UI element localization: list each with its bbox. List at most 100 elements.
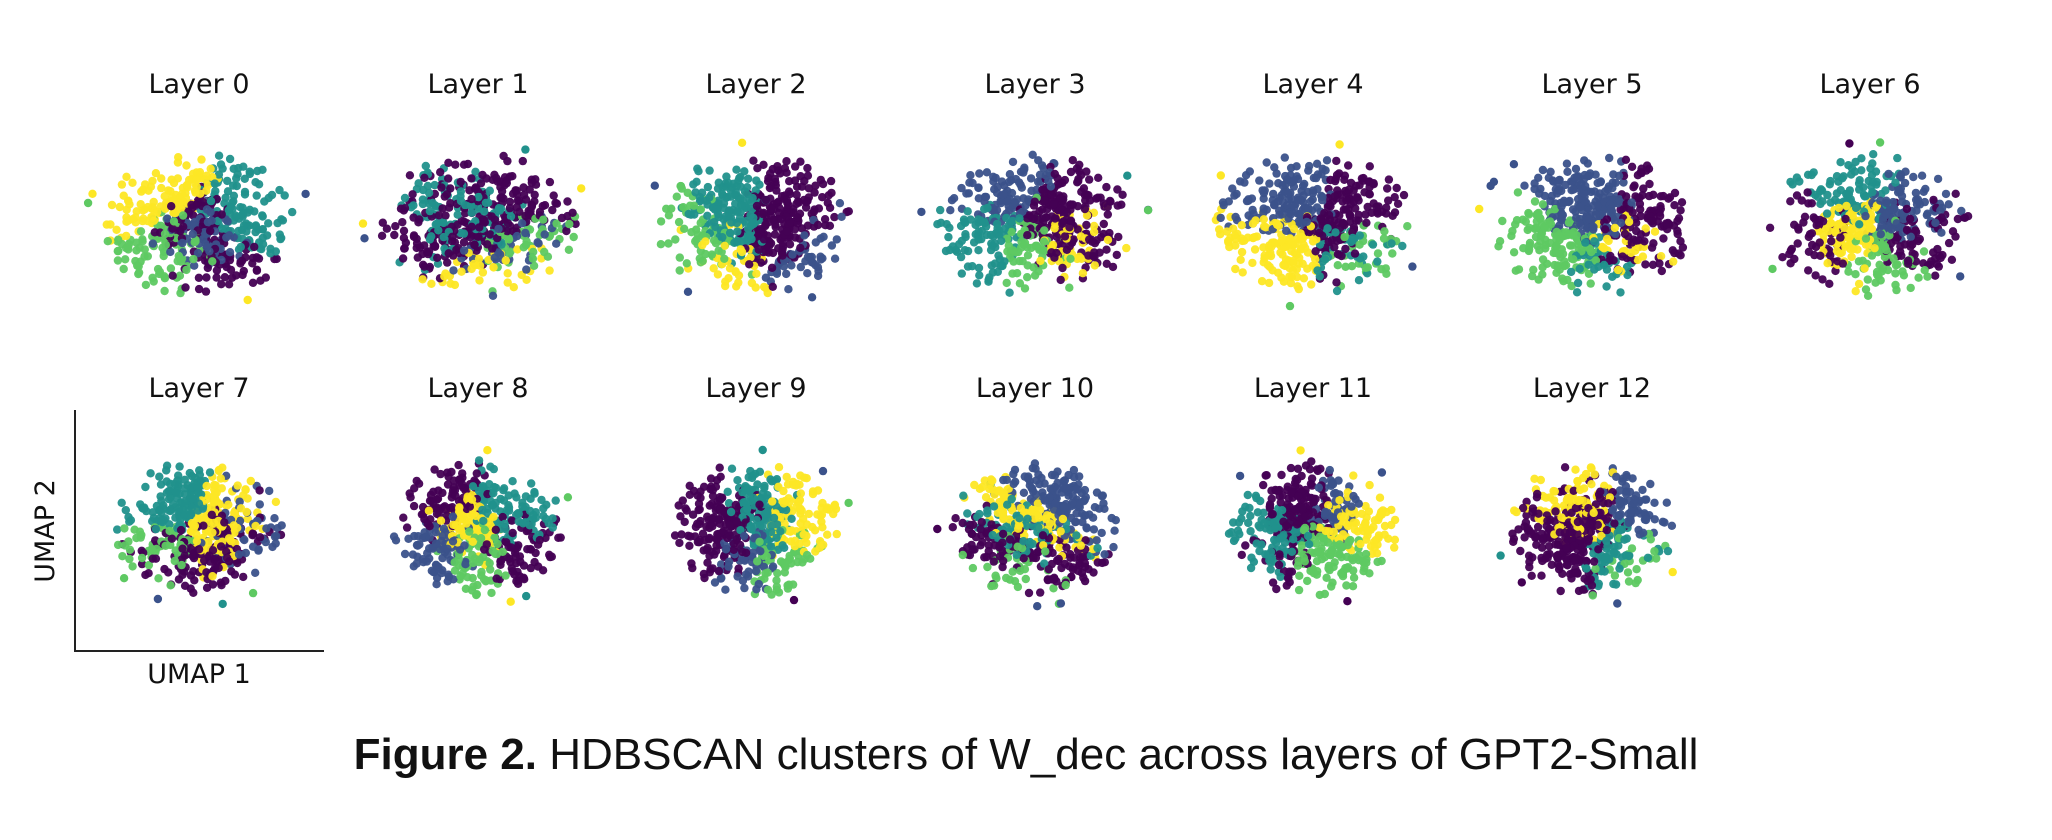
scatter-point — [180, 551, 189, 560]
scatter-point — [1026, 174, 1036, 183]
scatter-point — [667, 204, 676, 213]
scatter-point — [1393, 199, 1403, 208]
scatter-point — [1280, 153, 1290, 162]
scatter-point — [153, 264, 163, 274]
scatter-point — [703, 182, 713, 192]
scatter-point — [258, 212, 267, 221]
scatter-point — [439, 232, 448, 242]
scatter-point — [465, 527, 474, 536]
scatter-point — [1877, 221, 1886, 231]
scatter-point — [724, 274, 733, 283]
scatter-point — [1906, 283, 1915, 293]
scatter-point — [149, 216, 159, 225]
scatter-point — [1216, 213, 1225, 223]
scatter-point — [166, 581, 175, 590]
scatter-point — [432, 573, 442, 583]
scatter-point — [1538, 263, 1547, 272]
scatter-point — [1668, 246, 1678, 255]
scatter-point — [1038, 185, 1047, 195]
scatter-point — [1299, 197, 1308, 207]
scatter-point — [1290, 224, 1299, 234]
scatter-point — [981, 192, 991, 202]
scatter-point — [724, 499, 734, 508]
scatter-point — [1346, 211, 1355, 220]
scatter-point — [1062, 245, 1072, 254]
scatter-point — [468, 537, 477, 546]
scatter-point — [1023, 214, 1032, 223]
scatter-point — [1290, 202, 1299, 211]
scatter-point — [1302, 217, 1311, 227]
scatter-point — [749, 156, 758, 165]
scatter-point — [774, 208, 784, 218]
scatter-point — [522, 265, 531, 274]
scatter-point — [1863, 275, 1873, 284]
scatter-point — [962, 189, 971, 198]
scatter-point — [467, 495, 477, 504]
scatter-point — [1538, 270, 1547, 279]
scatter-point — [1089, 221, 1099, 231]
scatter-point — [761, 220, 770, 229]
scatter-point — [650, 181, 659, 190]
scatter-point — [175, 271, 185, 280]
scatter-point — [552, 239, 561, 248]
scatter-point — [986, 230, 996, 240]
scatter-point — [189, 523, 199, 533]
scatter-point — [703, 211, 712, 220]
scatter-point — [1786, 197, 1795, 206]
scatter-point — [827, 241, 837, 250]
scatter-point — [753, 232, 762, 241]
scatter-point — [1289, 241, 1298, 250]
scatter-point — [785, 240, 795, 249]
scatter-point — [1797, 196, 1807, 205]
scatter-point — [1623, 270, 1632, 280]
scatter-point — [522, 237, 531, 246]
scatter-point — [1938, 203, 1947, 213]
scatter-point — [171, 208, 180, 218]
scatter-point — [141, 280, 151, 290]
scatter-point — [709, 264, 718, 273]
scatter-point — [705, 166, 714, 175]
scatter-point — [180, 475, 189, 484]
scatter-point — [1299, 191, 1308, 200]
scatter-point — [1105, 196, 1115, 206]
scatter-point — [1058, 263, 1067, 273]
scatter-point — [696, 218, 705, 228]
scatter-point — [1869, 150, 1878, 159]
scatter-point — [141, 482, 150, 492]
scatter-point — [791, 162, 800, 171]
scatter-point — [474, 486, 484, 495]
scatter-point — [156, 516, 166, 525]
scatter-point — [1060, 232, 1070, 241]
scatter-point — [1674, 214, 1684, 223]
scatter-point — [1891, 269, 1900, 278]
scatter-point — [1062, 208, 1072, 217]
scatter-point — [792, 199, 801, 209]
scatter-point — [265, 486, 274, 496]
scatter-point — [241, 548, 250, 558]
scatter-point — [1248, 233, 1258, 243]
scatter-point — [1392, 183, 1401, 193]
scatter-point — [151, 524, 161, 534]
scatter-point — [261, 273, 270, 282]
scatter-point — [1274, 221, 1284, 230]
scatter-point — [1552, 189, 1562, 198]
scatter-point — [1855, 176, 1864, 185]
scatter-point — [1521, 217, 1531, 226]
scatter-point — [1893, 260, 1902, 269]
scatter-point — [1656, 202, 1665, 211]
scatter-point — [208, 257, 217, 266]
scatter-point — [232, 174, 241, 183]
scatter-point — [974, 218, 983, 227]
scatter-point — [1046, 182, 1056, 191]
scatter-point — [1957, 206, 1966, 216]
scatter-point — [1520, 181, 1529, 190]
scatter-point — [223, 176, 232, 186]
scatter-point — [1354, 276, 1364, 285]
scatter-point — [1355, 240, 1364, 249]
scatter-point — [1316, 214, 1325, 223]
scatter-point — [1364, 177, 1373, 186]
scatter-point — [1676, 206, 1685, 215]
scatter-point — [1854, 279, 1864, 289]
scatter-point — [788, 250, 797, 259]
scatter-point — [1036, 256, 1045, 266]
